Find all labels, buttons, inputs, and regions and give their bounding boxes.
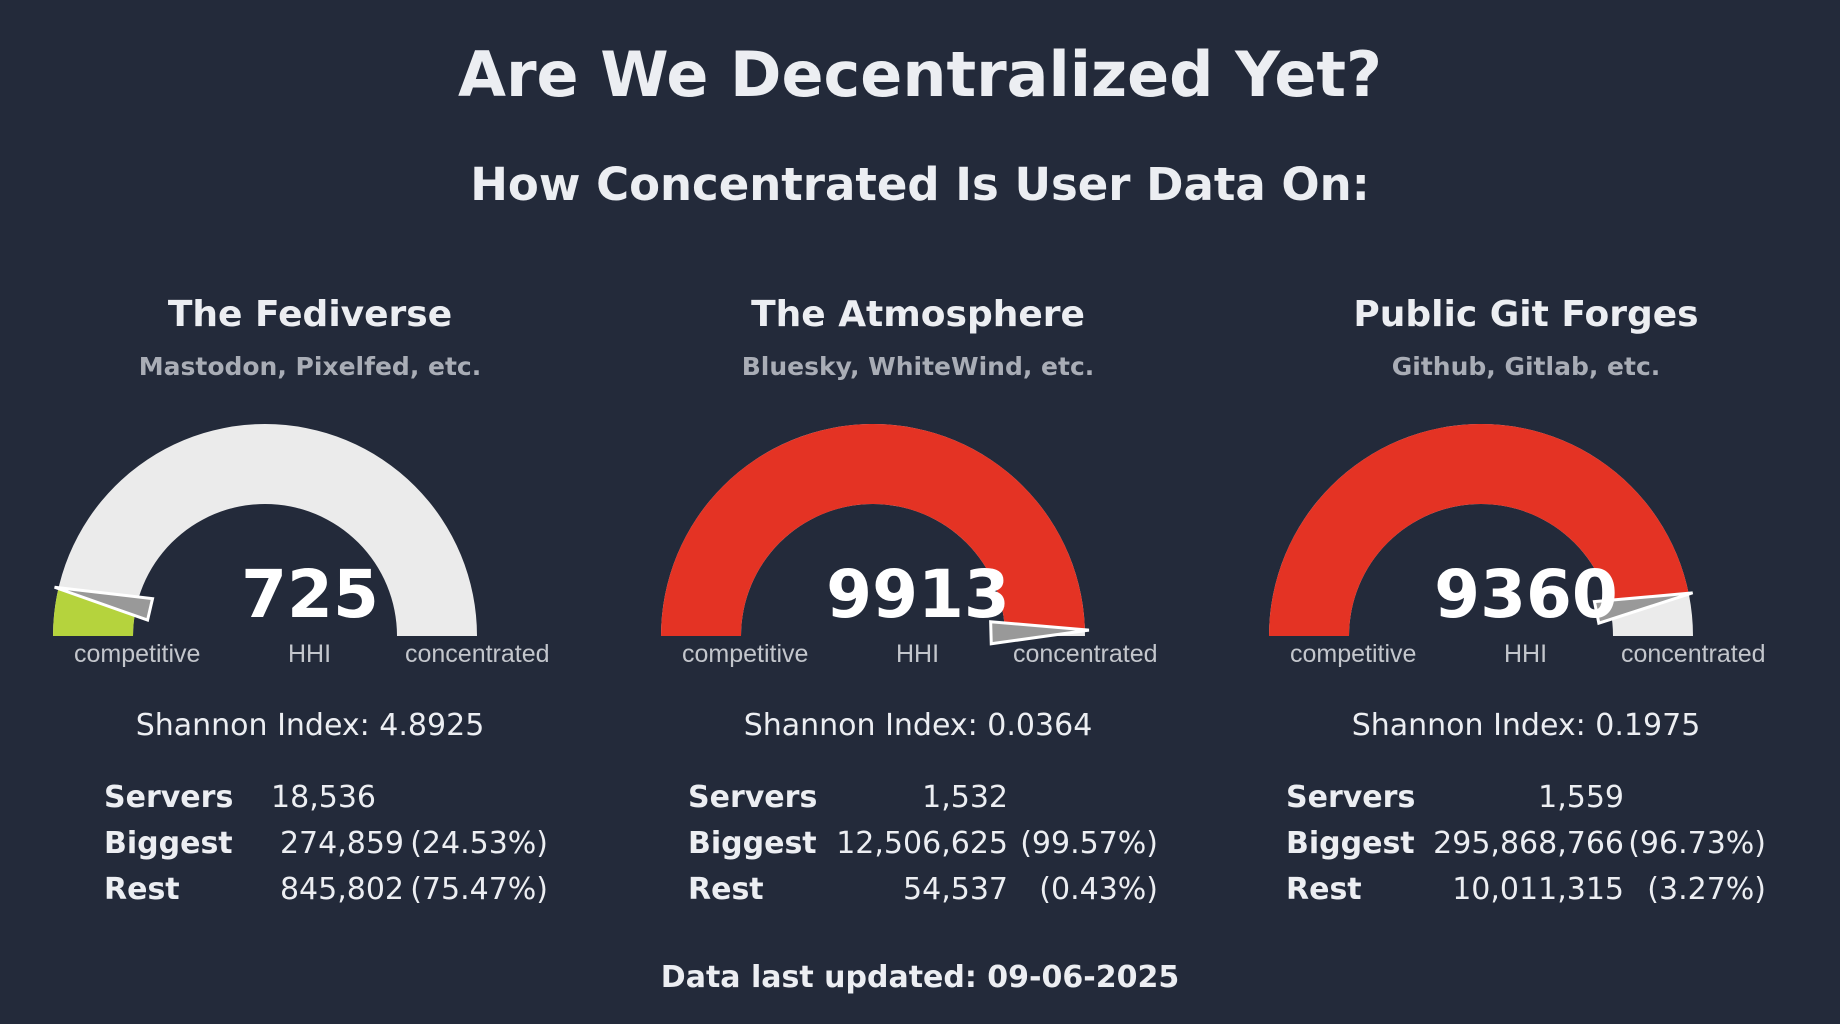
stats-label: Rest	[1286, 872, 1362, 907]
page-title: Are We Decentralized Yet?	[458, 38, 1382, 111]
gauge-max-label: concentrated	[1621, 640, 1766, 668]
stats-number: 1,532	[922, 780, 1008, 815]
panel-title: The Atmosphere	[751, 294, 1085, 335]
gauge-center-label: HHI	[896, 640, 940, 668]
gauge-center-label: HHI	[1504, 640, 1548, 668]
stats-row-biggest: Biggest 12,506,625 (99.57%)	[688, 826, 1158, 872]
stats-percent: (3.27%)	[1647, 872, 1766, 907]
gauge-fediverse	[53, 424, 477, 636]
stats-table: Servers 1,559 Biggest 295,868,766 (96.73…	[1286, 780, 1766, 918]
stats-label: Rest	[688, 872, 764, 907]
panel-git-forges: Public Git Forges Github, Gitlab, etc. 9…	[1246, 290, 1806, 930]
stats-percent: (75.47%)	[410, 872, 548, 907]
stats-row-servers: Servers 1,559	[1286, 780, 1766, 826]
stats-number: 10,011,315	[1452, 872, 1624, 907]
stats-percent: (96.73%)	[1628, 826, 1766, 861]
stats-number: 274,859	[279, 826, 404, 861]
shannon-index: Shannon Index: 0.0364	[743, 708, 1093, 743]
page-subtitle: How Concentrated Is User Data On:	[470, 158, 1370, 211]
hhi-value: 9360	[1434, 556, 1618, 633]
stats-number: 845,802	[279, 872, 404, 907]
gauge-center-label: HHI	[288, 640, 332, 668]
stats-table: Servers 18,536 Biggest 274,859 (24.53%) …	[104, 780, 554, 918]
gauge-min-label: competitive	[74, 640, 201, 668]
shannon-index: Shannon Index: 0.1975	[1351, 708, 1701, 743]
panel-title: The Fediverse	[167, 294, 453, 335]
data-updated-label: Data last updated: 09-06-2025	[660, 960, 1180, 995]
stats-row-rest: Rest 54,537 (0.43%)	[688, 872, 1158, 918]
gauge-max-label: concentrated	[1013, 640, 1158, 668]
panel-fediverse: The Fediverse Mastodon, Pixelfed, etc. 7…	[30, 290, 590, 930]
stats-label: Biggest	[1286, 826, 1415, 861]
gauge-track	[53, 424, 477, 636]
hhi-value: 9913	[826, 556, 1010, 633]
stats-label: Rest	[104, 872, 180, 907]
stats-label: Servers	[104, 780, 234, 815]
stats-percent: (99.57%)	[1020, 826, 1158, 861]
gauge-git-forges	[1269, 423, 1694, 636]
stats-number: 295,868,766	[1433, 826, 1624, 861]
gauge-fill	[1269, 423, 1689, 636]
stats-row-biggest: Biggest 274,859 (24.53%)	[104, 826, 554, 872]
stats-row-servers: Servers 1,532	[688, 780, 1158, 826]
stats-percent: (0.43%)	[1039, 872, 1158, 907]
gauge-fill	[53, 588, 137, 636]
gauge-needle	[54, 585, 155, 623]
stats-label: Biggest	[688, 826, 817, 861]
gauge-fill	[661, 423, 1085, 636]
gauge-needle	[1592, 591, 1694, 626]
panel-subtitle: Github, Gitlab, etc.	[1391, 352, 1661, 381]
gauge-max-label: concentrated	[405, 640, 550, 668]
stats-number: 1,559	[1538, 780, 1624, 815]
shannon-index: Shannon Index: 4.8925	[135, 708, 485, 743]
stats-label: Servers	[688, 780, 818, 815]
stats-label: Biggest	[104, 826, 233, 861]
panel-subtitle: Bluesky, WhiteWind, etc.	[741, 352, 1095, 381]
gauge-min-label: competitive	[1290, 640, 1417, 668]
stats-row-servers: Servers 18,536	[104, 780, 554, 826]
panel-atmosphere: The Atmosphere Bluesky, WhiteWind, etc. …	[638, 290, 1198, 930]
panel-subtitle: Mastodon, Pixelfed, etc.	[138, 352, 482, 381]
stats-label: Servers	[1286, 780, 1416, 815]
gauge-min-label: competitive	[682, 640, 809, 668]
stats-row-rest: Rest 10,011,315 (3.27%)	[1286, 872, 1766, 918]
stats-row-biggest: Biggest 295,868,766 (96.73%)	[1286, 826, 1766, 872]
stats-table: Servers 1,532 Biggest 12,506,625 (99.57%…	[688, 780, 1158, 918]
gauge-atmosphere	[661, 423, 1090, 646]
gauge-needle	[989, 620, 1090, 646]
stats-number: 18,536	[271, 780, 376, 815]
stats-number: 12,506,625	[836, 826, 1008, 861]
stats-row-rest: Rest 845,802 (75.47%)	[104, 872, 554, 918]
hhi-value: 725	[241, 556, 379, 633]
stats-percent: (24.53%)	[410, 826, 548, 861]
stats-number: 54,537	[903, 872, 1008, 907]
panel-title: Public Git Forges	[1353, 294, 1699, 335]
